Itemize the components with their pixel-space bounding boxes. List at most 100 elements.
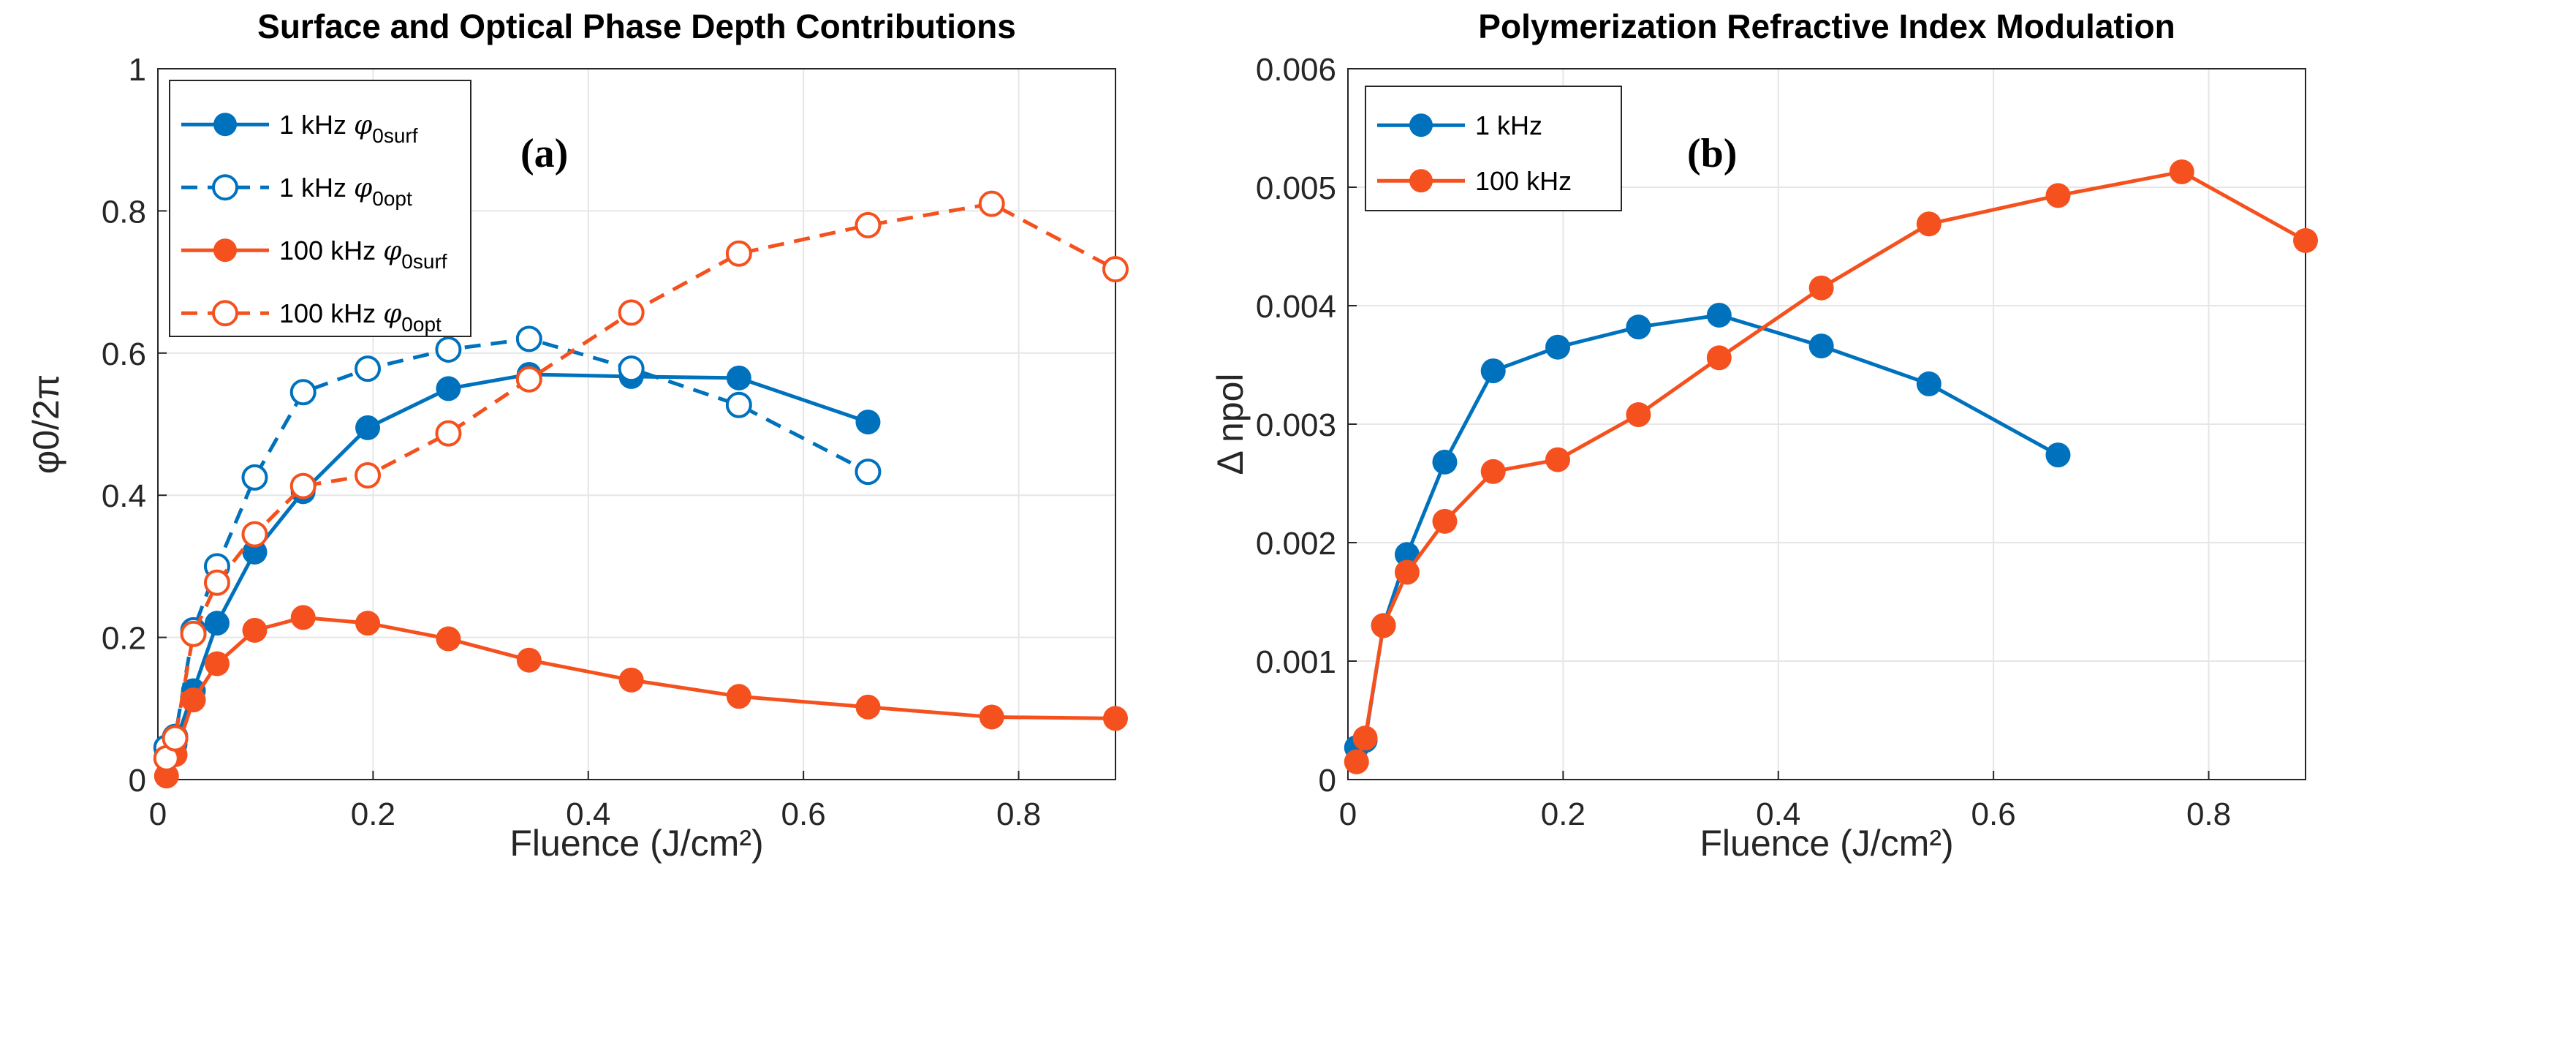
data-point — [1432, 508, 1458, 534]
data-point — [1103, 706, 1128, 731]
legend-marker — [212, 300, 238, 327]
panel-label: (a) — [520, 131, 568, 176]
data-point — [725, 240, 752, 267]
legend-label-main: 100 kHz — [279, 235, 383, 265]
data-point — [355, 415, 381, 440]
y-tick-label: 0 — [129, 763, 146, 799]
legend-label: 100 kHz φ0opt — [279, 298, 442, 336]
legend-label-symbol: φ — [383, 299, 402, 329]
legend-label-subscript: 0surf — [401, 250, 447, 273]
data-point — [1432, 449, 1458, 475]
legend-marker — [213, 113, 237, 137]
data-point — [855, 694, 881, 720]
x-tick-label: 0.2 — [351, 796, 395, 832]
data-point — [855, 459, 882, 486]
data-point — [725, 391, 752, 418]
data-point — [1545, 447, 1571, 472]
y-tick-label: 0 — [1319, 763, 1336, 799]
legend-label: 100 kHz φ0surf — [279, 235, 447, 273]
data-point — [1706, 302, 1732, 328]
legend-label: 1 kHz — [1475, 110, 1542, 140]
y-tick-label: 0.2 — [102, 621, 146, 657]
data-point — [241, 521, 268, 548]
legend-label-subscript: 0opt — [401, 313, 442, 336]
y-tick-label: 0.003 — [1256, 407, 1336, 443]
data-point — [181, 687, 206, 713]
data-point — [1394, 559, 1420, 585]
x-tick-label: 0.4 — [566, 796, 610, 832]
data-point — [1480, 358, 1506, 384]
x-tick-label: 0.4 — [1756, 796, 1800, 832]
data-point — [355, 355, 382, 382]
y-axis-label: Δ npol — [1210, 373, 1251, 475]
data-point — [726, 365, 751, 391]
y-tick-label: 0.006 — [1256, 52, 1336, 88]
legend-label: 1 kHz φ0surf — [279, 110, 418, 147]
legend-label-symbol: φ — [354, 110, 373, 140]
data-point — [516, 647, 542, 673]
data-point — [435, 336, 462, 363]
y-tick-label: 0.8 — [102, 194, 146, 230]
chart-title: Polymerization Refractive Index Modulati… — [1478, 7, 2175, 45]
legend-label-main: 1 kHz — [279, 173, 354, 203]
data-point — [203, 569, 230, 596]
legend: 1 kHz 100 kHz — [1365, 86, 1622, 211]
data-point — [1344, 749, 1369, 774]
data-point — [162, 725, 189, 752]
data-point — [2169, 159, 2194, 184]
chart-panel-2: 0 0.2 0.4 0.6 0.8 0 0.001 0.002 0.003 0.004 0.005 0… — [1210, 7, 2318, 864]
data-point — [618, 299, 645, 326]
legend-label: 1 kHz φ0opt — [279, 173, 412, 210]
x-tick-label: 0 — [1339, 796, 1357, 832]
x-tick-label: 0 — [149, 796, 167, 832]
y-tick-label: 0.005 — [1256, 170, 1336, 206]
y-tick-label: 0.6 — [102, 336, 146, 372]
axes-box — [157, 68, 1116, 780]
data-point — [1371, 613, 1396, 638]
chart-title: Surface and Optical Phase Depth Contribu… — [257, 7, 1016, 45]
data-point — [355, 461, 382, 489]
data-point — [855, 410, 881, 435]
legend-label-symbol: φ — [383, 236, 402, 266]
axes-box — [1347, 68, 2306, 780]
legend-label-main: 1 kHz — [1475, 110, 1542, 140]
data-point — [978, 190, 1005, 217]
data-point — [290, 605, 316, 630]
data-point — [180, 620, 207, 647]
legend-label-main: 100 kHz — [279, 298, 383, 328]
x-axis-label: Fluence (J/cm²) — [509, 823, 763, 864]
data-point — [289, 379, 317, 406]
data-point — [1626, 402, 1651, 428]
legend-label-subscript: 0surf — [372, 124, 417, 147]
legend-label-symbol: φ — [354, 173, 373, 203]
x-tick-label: 0.8 — [2186, 796, 2231, 832]
data-point — [515, 325, 542, 352]
legend-marker — [212, 174, 238, 201]
data-point — [1626, 314, 1651, 340]
legend-box — [1365, 86, 1622, 211]
legend-marker — [213, 238, 237, 263]
data-point — [1808, 275, 1834, 301]
data-point — [1808, 333, 1834, 359]
y-axis-label: φ0/2π — [26, 374, 67, 474]
x-tick-label: 0.2 — [1541, 796, 1586, 832]
x-axis-label: Fluence (J/cm²) — [1700, 823, 1953, 864]
x-tick-label: 0.6 — [1971, 796, 2016, 832]
panel-label: (b) — [1687, 131, 1737, 176]
data-point — [435, 420, 462, 447]
x-tick-label: 0.8 — [996, 796, 1041, 832]
y-tick-label: 1 — [129, 52, 146, 88]
data-point — [355, 611, 381, 636]
data-point — [2045, 442, 2071, 468]
data-point — [436, 626, 461, 652]
legend-marker — [1409, 113, 1433, 137]
data-point — [1352, 725, 1378, 751]
x-tick-label: 0.6 — [781, 796, 826, 832]
data-point — [436, 376, 461, 401]
y-tick-label: 0.002 — [1256, 526, 1336, 562]
y-tick-label: 0.4 — [102, 478, 146, 514]
data-point — [241, 464, 268, 491]
data-point — [618, 667, 644, 693]
data-point — [1394, 542, 1420, 567]
